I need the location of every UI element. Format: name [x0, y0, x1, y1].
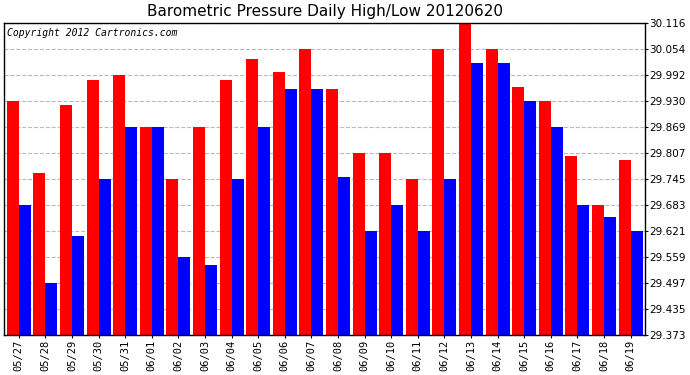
- Bar: [273, 72, 285, 335]
- Bar: [444, 179, 456, 335]
- Bar: [166, 179, 179, 335]
- Bar: [72, 236, 84, 335]
- Bar: [7, 101, 19, 335]
- Bar: [380, 153, 391, 335]
- Bar: [512, 87, 524, 335]
- Bar: [140, 127, 152, 335]
- Bar: [539, 101, 551, 335]
- Bar: [551, 127, 563, 335]
- Bar: [631, 231, 642, 335]
- Bar: [87, 80, 99, 335]
- Bar: [459, 23, 471, 335]
- Bar: [311, 88, 324, 335]
- Bar: [60, 105, 72, 335]
- Bar: [299, 49, 311, 335]
- Bar: [219, 80, 232, 335]
- Bar: [417, 231, 430, 335]
- Bar: [19, 205, 31, 335]
- Text: Copyright 2012 Cartronics.com: Copyright 2012 Cartronics.com: [8, 28, 178, 38]
- Bar: [497, 63, 509, 335]
- Bar: [471, 63, 483, 335]
- Bar: [592, 205, 604, 335]
- Bar: [125, 127, 137, 335]
- Bar: [433, 49, 444, 335]
- Bar: [604, 217, 616, 335]
- Bar: [524, 101, 536, 335]
- Bar: [113, 75, 125, 335]
- Bar: [578, 205, 589, 335]
- Bar: [232, 179, 244, 335]
- Bar: [152, 127, 164, 335]
- Title: Barometric Pressure Daily High/Low 20120620: Barometric Pressure Daily High/Low 20120…: [147, 4, 503, 19]
- Bar: [285, 88, 297, 335]
- Bar: [618, 160, 631, 335]
- Bar: [246, 59, 258, 335]
- Bar: [46, 283, 57, 335]
- Bar: [364, 231, 377, 335]
- Bar: [391, 205, 403, 335]
- Bar: [193, 127, 205, 335]
- Bar: [258, 127, 270, 335]
- Bar: [353, 153, 364, 335]
- Bar: [338, 177, 350, 335]
- Bar: [486, 49, 497, 335]
- Bar: [406, 179, 417, 335]
- Bar: [565, 156, 578, 335]
- Bar: [179, 257, 190, 335]
- Bar: [326, 88, 338, 335]
- Bar: [205, 265, 217, 335]
- Bar: [33, 173, 46, 335]
- Bar: [99, 179, 110, 335]
